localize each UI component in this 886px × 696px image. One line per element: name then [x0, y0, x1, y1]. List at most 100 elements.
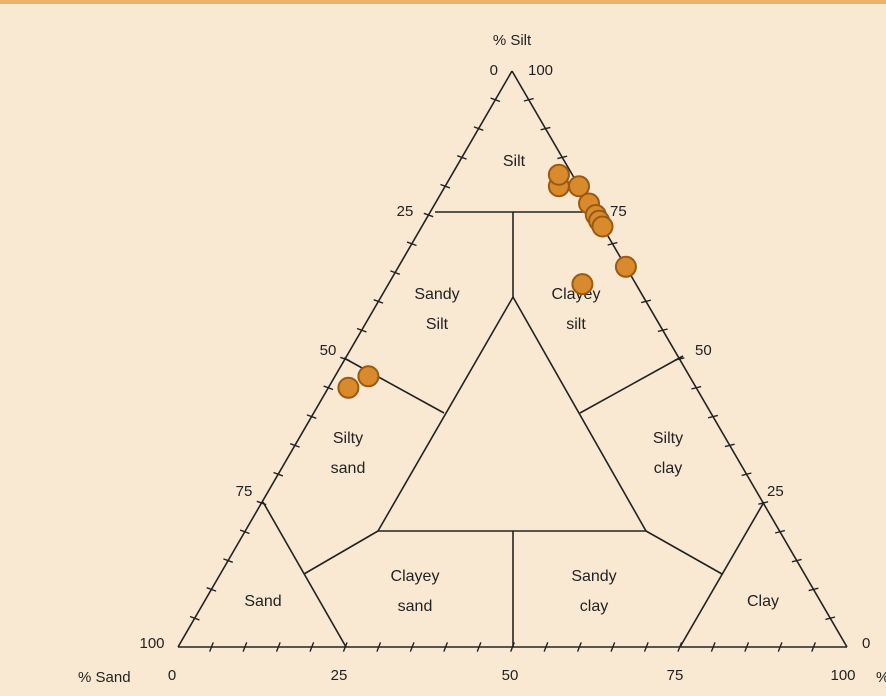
tick-sand — [744, 642, 750, 652]
tick-silt — [306, 414, 317, 419]
tick-silt — [239, 529, 250, 535]
tick-silt — [340, 356, 350, 362]
region-label-clayey-sand: Clayey sand — [391, 568, 440, 615]
tick-silt — [223, 558, 234, 563]
boundary-clayey-silt — [579, 355, 684, 414]
tick-silt — [406, 241, 417, 247]
tick-label-clay-100: 100 — [528, 62, 553, 79]
tick-clay — [640, 299, 652, 304]
region-labels: Silt Sandy Silt Clayey silt Silty sand Silty cla… — [244, 153, 779, 615]
tick-sand — [543, 642, 549, 652]
region-label-clay: Clay — [747, 593, 779, 610]
boundary-clay — [679, 501, 765, 648]
tick-silt — [206, 587, 217, 592]
region-label-silty-clay: Silty clay — [653, 430, 683, 477]
tick-label-silt-100: 100 — [139, 635, 164, 652]
tick-sand — [777, 642, 783, 652]
region-label-silty-sand: Silty sand — [331, 430, 366, 477]
tick-sand — [409, 642, 415, 652]
data-points — [337, 163, 637, 399]
tick-sand — [342, 642, 348, 652]
tick-label-sand-50: 50 — [502, 667, 519, 684]
data-point — [357, 365, 380, 388]
tick-silt — [423, 212, 434, 218]
tick-label-clay-75: 75 — [610, 203, 627, 220]
tick-clay — [724, 443, 735, 448]
tick-sand — [309, 642, 315, 652]
tick-clay — [523, 97, 534, 102]
tick-sand — [677, 642, 683, 652]
tick-marks — [189, 97, 836, 652]
tick-clay — [540, 126, 551, 131]
data-point — [591, 215, 614, 238]
tick-clay — [607, 241, 618, 246]
axis-title-sand: % Sand — [78, 669, 131, 686]
tick-silt — [373, 299, 384, 304]
data-point — [614, 255, 637, 278]
tick-label-sand-25: 25 — [331, 667, 348, 684]
data-point — [337, 376, 360, 399]
axis-title-clay: % — [876, 669, 886, 686]
tick-label-clay-0: 0 — [862, 635, 870, 652]
tick-label-silt-0: 0 — [490, 62, 498, 79]
tick-label-clay-50: 50 — [695, 342, 712, 359]
tick-clay — [791, 558, 802, 563]
tick-silt — [273, 471, 284, 477]
tick-sand — [811, 642, 817, 652]
tick-sand — [510, 642, 515, 652]
tick-label-sand-0: 0 — [168, 667, 176, 684]
tick-sand — [610, 642, 616, 652]
inner-triangle-left — [377, 296, 514, 532]
tick-clay — [825, 616, 836, 621]
tick-silt — [356, 327, 367, 333]
tick-label-silt-25: 25 — [397, 203, 414, 220]
tick-silt — [473, 126, 484, 131]
region-label-silt: Silt — [503, 153, 526, 170]
tick-clay — [657, 328, 668, 333]
tick-sand — [376, 642, 382, 652]
region-label-clayey-silt: Clayey silt — [552, 286, 601, 333]
boundary-sandy-silt — [343, 357, 445, 414]
tick-clay — [774, 529, 786, 534]
tick-clay — [707, 414, 719, 419]
region-label-sandy-clay: Sandy clay — [571, 568, 616, 615]
tick-silt — [456, 155, 467, 160]
data-point — [547, 163, 570, 186]
data-point — [571, 273, 594, 296]
tick-sand — [476, 642, 482, 652]
tick-sand — [643, 642, 649, 652]
tick-clay — [674, 357, 685, 361]
boundary-silty-clay — [645, 530, 723, 575]
tick-silt — [390, 270, 401, 275]
tick-silt — [323, 385, 334, 391]
tick-sand — [576, 642, 582, 652]
tick-label-silt-75: 75 — [236, 483, 253, 500]
tick-sand — [208, 642, 214, 652]
axis-title-silt: % Silt — [493, 32, 532, 49]
tick-silt — [289, 443, 300, 448]
tick-sand — [710, 642, 716, 652]
tick-sand — [275, 642, 281, 652]
tick-labels: 0 25 50 75 100 100 75 50 25 0 0 25 50 75 100 — [139, 62, 870, 684]
data-point — [568, 175, 590, 198]
tick-silt — [189, 615, 200, 621]
boundary-lines — [177, 70, 848, 648]
tick-clay — [691, 385, 702, 390]
axis-titles: % Silt % Sand% — [78, 32, 886, 686]
inner-triangle-right — [512, 296, 647, 532]
tick-silt — [256, 500, 267, 506]
tick-clay — [758, 501, 769, 505]
region-label-sand: Sand — [244, 593, 281, 610]
tick-clay — [557, 155, 568, 160]
top-accent-bar — [0, 0, 886, 4]
tick-label-sand-75: 75 — [667, 667, 684, 684]
tick-label-sand-100: 100 — [830, 667, 855, 684]
boundary-sand — [262, 501, 347, 648]
tick-clay — [741, 472, 752, 477]
tick-label-clay-25: 25 — [767, 483, 784, 500]
tick-clay — [808, 587, 819, 592]
tick-sand — [242, 642, 248, 652]
region-label-sandy-silt: Sandy Silt — [414, 286, 459, 333]
